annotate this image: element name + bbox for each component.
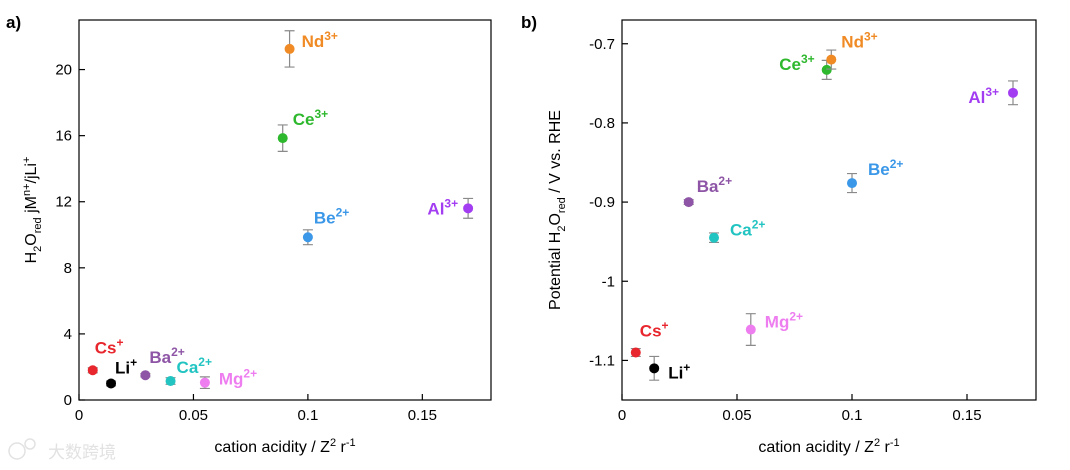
panel-b-y-axis-label: Potential H2Ored / V vs. RHE — [547, 110, 568, 310]
data-point-ce — [277, 133, 288, 144]
point-label-cs: Cs+ — [640, 319, 669, 341]
data-point-nd — [826, 54, 837, 65]
watermark: 大数跨境 — [8, 438, 116, 463]
x-tick-label: 0.05 — [722, 407, 751, 424]
panel-b-ticks: 0 0.05 0.1 0.15 -0.7 -0.8 -0.9 -1 -1.1 — [589, 36, 981, 424]
data-point-cs — [87, 365, 98, 376]
watermark-logo-icon — [8, 442, 26, 460]
panel-a-frame — [78, 19, 492, 401]
panel-a-ticks: 0 0.05 0.1 0.15 0 4 8 12 16 20 — [55, 62, 437, 424]
y-tick-label: -0.7 — [589, 36, 615, 53]
panel-b-label: b) — [521, 13, 537, 32]
point-label-al: Al3+ — [968, 85, 999, 107]
data-point-al — [463, 203, 474, 214]
point-label-cs: Cs+ — [95, 335, 124, 357]
panel-a-y-axis-label: H2Ored jMn+/jLi+ — [21, 157, 44, 264]
point-label-nd: Nd3+ — [302, 29, 338, 51]
data-point-al — [1008, 87, 1018, 98]
panel-a-x-axis-label: cation acidity / Z2 r-1 — [214, 437, 355, 456]
point-label-ce: Ce3+ — [779, 52, 814, 74]
y-tick-label: -1 — [602, 273, 615, 290]
x-tick-label: 0.15 — [408, 407, 437, 424]
data-point-ce — [821, 64, 832, 75]
panel-a-chart: a) 0 0.05 0.1 0.15 0 4 8 12 16 20 Cs+Li+ Ba2+Ca2+ M… — [6, 13, 492, 456]
point-label-ce: Ce3+ — [293, 107, 328, 129]
point-label-nd: Nd3+ — [841, 30, 877, 52]
y-tick-label: 8 — [64, 260, 72, 277]
x-tick-label: 0 — [618, 407, 626, 424]
point-label-ba: Ba2+ — [697, 174, 732, 196]
data-point-mg — [199, 377, 210, 388]
y-tick-label: 0 — [64, 392, 72, 409]
panel-b-chart: b) 0 0.05 0.1 0.15 -0.7 -0.8 -0.9 -1 -1.1 Cs+ Li+… — [521, 13, 1037, 456]
x-tick-label: 0.1 — [842, 407, 863, 424]
point-label-li: Li+ — [115, 355, 137, 377]
data-point-li — [649, 363, 660, 374]
point-label-be: Be2+ — [314, 205, 349, 227]
point-label-mg: Mg2+ — [765, 310, 803, 332]
x-tick-label: 0 — [75, 407, 83, 424]
data-point-li — [106, 378, 117, 389]
point-label-mg: Mg2+ — [219, 367, 257, 389]
y-tick-label: 12 — [55, 194, 72, 211]
data-point-ba — [683, 197, 694, 208]
y-tick-label: 20 — [55, 62, 72, 79]
data-point-ba — [140, 370, 151, 381]
watermark-logo-icon-small — [24, 438, 36, 450]
data-point-be — [847, 178, 857, 189]
x-tick-label: 0.15 — [952, 407, 981, 424]
point-label-al: Al3+ — [427, 196, 458, 218]
panel-b-points: Cs+ Li+ Ba2+ Ca2+ Mg2+ Ce3+ Nd3+ Be2+ Al3+ — [630, 30, 1018, 382]
watermark-text: 大数跨境 — [48, 443, 116, 463]
y-tick-label: 16 — [55, 128, 72, 145]
y-tick-label: -1.1 — [589, 352, 615, 369]
point-label-ca: Ca2+ — [730, 218, 765, 240]
panel-b-frame — [621, 19, 1037, 401]
data-point-mg — [745, 324, 756, 335]
panel-b-x-axis-label: cation acidity / Z2 r-1 — [758, 437, 899, 456]
panel-a-label: a) — [6, 13, 21, 32]
data-point-ca — [709, 232, 719, 243]
x-tick-label: 0.05 — [179, 407, 208, 424]
y-tick-label: -0.9 — [589, 194, 615, 211]
data-point-nd — [284, 43, 295, 54]
point-label-be: Be2+ — [868, 157, 903, 179]
y-tick-label: 4 — [64, 326, 72, 343]
point-label-li: Li+ — [668, 360, 690, 382]
panel-a-points: Cs+Li+ Ba2+Ca2+ Mg2+ Ce3+ Nd3+ Be2+ Al3+ — [87, 29, 474, 390]
point-label-ca: Ca2+ — [177, 355, 212, 377]
x-tick-label: 0.1 — [297, 407, 318, 424]
data-point-ca — [165, 376, 176, 386]
point-label-ba: Ba2+ — [149, 345, 184, 367]
data-point-cs — [630, 347, 641, 358]
y-tick-label: -0.8 — [589, 115, 615, 132]
data-point-be — [302, 232, 313, 243]
